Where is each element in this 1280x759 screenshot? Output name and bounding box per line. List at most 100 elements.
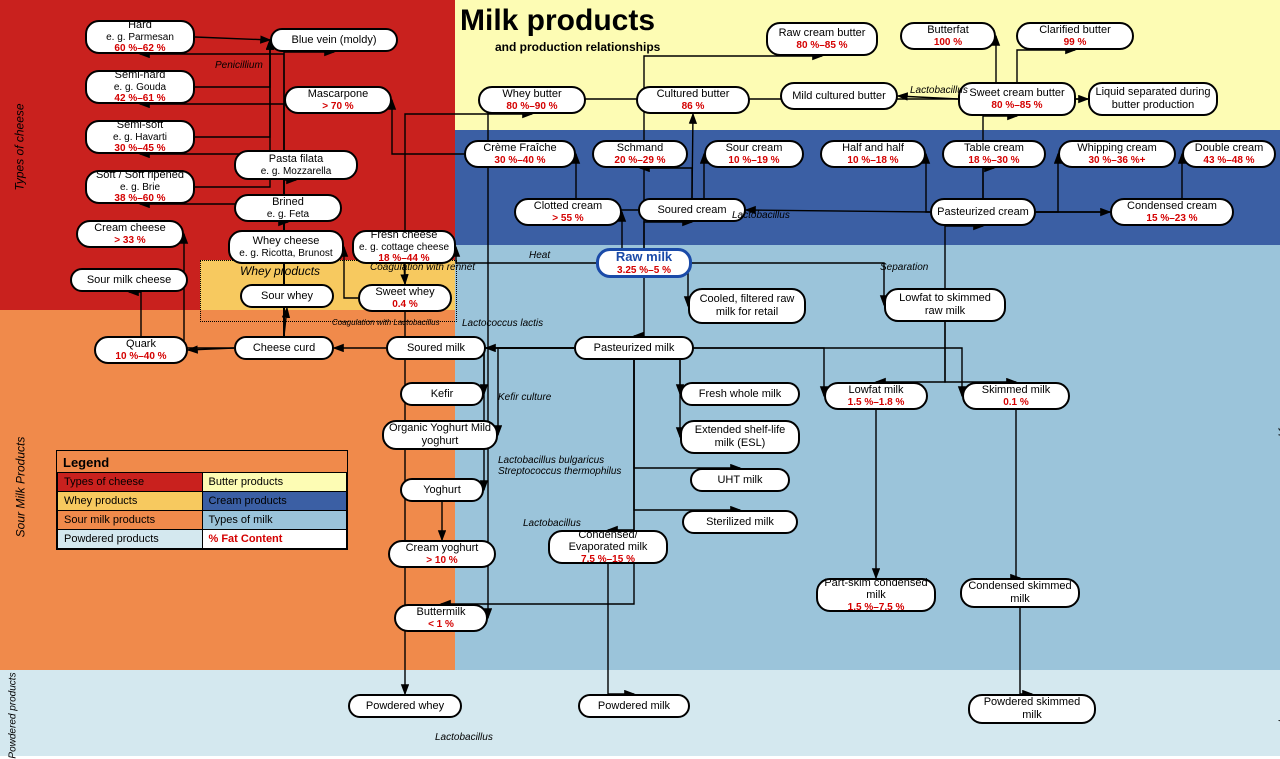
node-creamcheese: Cream cheese> 33 % [76, 220, 184, 248]
node-label: Blue vein (moldy) [292, 34, 377, 47]
section-label: Whey products [240, 264, 320, 278]
node-sterilized: Sterilized milk [682, 510, 798, 534]
node-fat: 30 %–36 %+ [1089, 155, 1146, 167]
node-semisoft: Semi-softe. g. Havarti30 %–45 % [85, 120, 195, 154]
node-label: Quark [126, 338, 156, 351]
node-halfhalf: Half and half10 %–18 % [820, 140, 926, 168]
legend-cell: Types of cheese [58, 473, 203, 492]
node-fat: 0.4 % [392, 299, 418, 311]
edge-label: Separation [880, 262, 928, 273]
node-label: Condensed cream [1127, 200, 1217, 213]
node-tablecream: Table cream18 %–30 % [942, 140, 1046, 168]
node-sourcream: Sour cream10 %–19 % [704, 140, 804, 168]
node-label: Clotted cream [534, 200, 602, 213]
node-label: Butterfat [927, 24, 969, 37]
edge-label: Heat [529, 250, 550, 261]
legend-cell: Whey products [58, 492, 203, 511]
node-label: Clarified butter [1039, 24, 1111, 37]
node-fat: 1.5 %–1.8 % [848, 397, 905, 409]
node-label: Crème Fraîche [483, 142, 556, 155]
edge-label: Coagulation with Lactobacillus [332, 318, 440, 327]
node-fat: 38 %–60 % [114, 193, 165, 205]
node-cheesecurd: Cheese curd [234, 336, 334, 360]
node-condcream: Condensed cream15 %–23 % [1110, 198, 1234, 226]
node-kefir: Kefir [400, 382, 484, 406]
node-label: Semi-hard [115, 69, 166, 82]
node-sublabel: e. g. Mozzarella [261, 166, 332, 178]
node-sourmilkcheese: Sour milk cheese [70, 268, 188, 292]
node-label: Part-skim condensed milk [822, 577, 930, 602]
node-label: Soured milk [407, 342, 465, 355]
node-label: Cheese curd [253, 342, 315, 355]
legend-cell: Sour milk products [58, 511, 203, 530]
node-label: Raw milk [616, 250, 672, 265]
node-schmand: Schmand20 %–29 % [592, 140, 688, 168]
node-label: Sterilized milk [706, 516, 774, 529]
node-freshwhole: Fresh whole milk [680, 382, 800, 406]
node-partskim: Part-skim condensed milk1.5 %–7.5 % [816, 578, 936, 612]
page-title: Milk products [460, 4, 655, 38]
node-label: Fresh whole milk [699, 388, 782, 401]
node-label: Half and half [842, 142, 904, 155]
page-subtitle: and production relationships [495, 40, 660, 54]
edge-label: Penicillium [215, 60, 263, 71]
node-fat: 80 %–85 % [991, 100, 1042, 112]
node-sublabel: e. g. Parmesan [106, 32, 174, 44]
node-mildcultured: Mild cultured butter [780, 82, 898, 110]
node-hard: Harde. g. Parmesan60 %–62 % [85, 20, 195, 54]
legend-cell: Types of milk [202, 511, 347, 530]
node-fat: 1.5 %–7.5 % [848, 602, 905, 614]
node-fat: 42 %–61 % [114, 93, 165, 105]
section-label: Types of cheese [13, 103, 27, 190]
node-wheybutter: Whey butter80 %–90 % [478, 86, 586, 114]
node-condevap: Condensed/ Evaporated milk7.5 %–15 % [548, 530, 668, 564]
node-butterfat: Butterfat100 % [900, 22, 996, 50]
node-fat: > 10 % [426, 555, 457, 567]
node-label: Cream yoghurt [406, 542, 479, 555]
node-fat: 86 % [682, 101, 705, 113]
node-label: Extended shelf-life milk (ESL) [686, 424, 794, 449]
edge-label: Lactobacillus bulgaricus [498, 455, 604, 466]
node-label: Brined [272, 196, 304, 209]
node-label: Cream cheese [94, 222, 166, 235]
node-label: Organic Yoghurt Mild yoghurt [388, 422, 492, 447]
node-yoghurt: Yoghurt [400, 478, 484, 502]
node-souredcream: Soured cream [638, 198, 746, 222]
node-fat: > 70 % [322, 101, 353, 113]
node-label: Semi-soft [117, 119, 163, 132]
node-condskim: Condensed skimmed milk [960, 578, 1080, 608]
node-label: Sour milk cheese [87, 274, 171, 287]
node-brined: Brinede. g. Feta [234, 194, 342, 222]
node-pastafilata: Pasta filatae. g. Mozzarella [234, 150, 358, 180]
node-label: Powdered milk [598, 700, 670, 713]
node-fat: > 33 % [114, 235, 145, 247]
node-wheycheese: Whey cheesee. g. Ricotta, Brunost [228, 230, 344, 264]
node-label: Buttermilk [417, 606, 466, 619]
node-fat: 80 %–85 % [796, 40, 847, 52]
node-label: Skimmed milk [982, 384, 1050, 397]
node-sublabel: e. g. Feta [267, 209, 309, 221]
section-label: Sour Milk Products [13, 437, 27, 538]
section-label: Powdered products [8, 672, 19, 758]
node-label: Mild cultured butter [792, 90, 886, 103]
node-label: Raw cream butter [779, 27, 866, 40]
node-rawcreambutter: Raw cream butter80 %–85 % [766, 22, 878, 56]
node-label: Liquid separated during butter productio… [1094, 86, 1212, 111]
node-lowfatskim: Lowfat to skimmed raw milk [884, 288, 1006, 322]
node-esl: Extended shelf-life milk (ESL) [680, 420, 800, 454]
node-label: Whipping cream [1077, 142, 1156, 155]
node-pastcream: Pasteurized cream [930, 198, 1036, 226]
node-label: Pasteurized milk [594, 342, 675, 355]
node-sweetcreambutter: Sweet cream butter80 %–85 % [958, 82, 1076, 116]
node-sublabel: e. g. cottage cheese [359, 242, 449, 254]
node-label: UHT milk [717, 474, 762, 487]
node-fat: 100 % [934, 37, 962, 49]
node-freshcheese: Fresh cheesee. g. cottage cheese18 %–44 … [352, 230, 456, 264]
node-fat: 3.25 %–5 % [617, 265, 671, 277]
node-fat: 30 %–45 % [114, 143, 165, 155]
node-whipping: Whipping cream30 %–36 %+ [1058, 140, 1176, 168]
node-clarified: Clarified butter99 % [1016, 22, 1134, 50]
node-sublabel: e. g. Havarti [113, 132, 167, 144]
node-powwhey: Powdered whey [348, 694, 462, 718]
node-sublabel: e. g. Ricotta, Brunost [239, 248, 332, 260]
